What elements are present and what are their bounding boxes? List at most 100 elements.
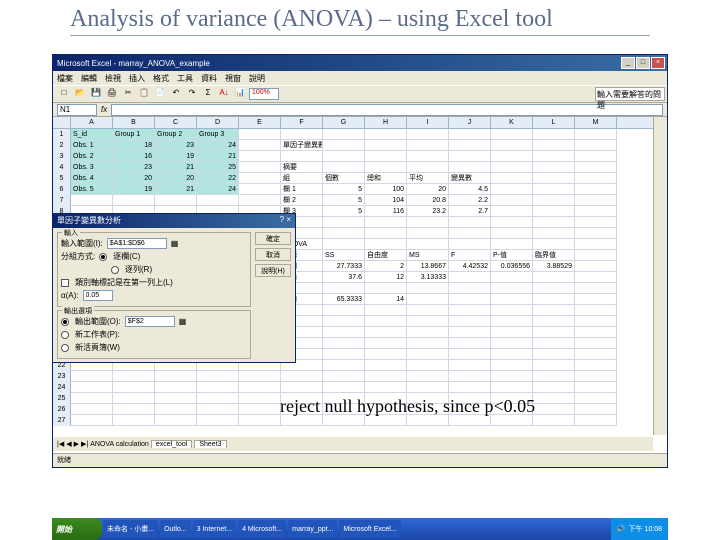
cell[interactable] <box>239 184 281 195</box>
col-header[interactable]: J <box>449 117 491 128</box>
cell[interactable] <box>407 294 449 305</box>
cell[interactable] <box>533 349 575 360</box>
cell[interactable] <box>407 305 449 316</box>
cell[interactable] <box>533 162 575 173</box>
cell[interactable]: SS <box>323 250 365 261</box>
cell[interactable] <box>575 173 617 184</box>
cell[interactable] <box>533 294 575 305</box>
cell[interactable] <box>449 217 491 228</box>
cell[interactable]: 5 <box>323 195 365 206</box>
cell[interactable] <box>491 239 533 250</box>
name-box[interactable]: N1 <box>57 104 97 116</box>
cell[interactable]: 24 <box>197 140 239 151</box>
cell[interactable] <box>113 382 155 393</box>
cell[interactable] <box>407 162 449 173</box>
cell[interactable]: 20 <box>155 173 197 184</box>
cell[interactable] <box>533 305 575 316</box>
cell[interactable] <box>575 250 617 261</box>
cell[interactable]: 5 <box>323 184 365 195</box>
cell[interactable]: 摘要 <box>281 162 323 173</box>
cell[interactable] <box>575 360 617 371</box>
cell[interactable] <box>365 129 407 140</box>
cell[interactable]: 19 <box>113 184 155 195</box>
cell[interactable] <box>575 195 617 206</box>
cell[interactable] <box>533 338 575 349</box>
cell[interactable]: Group 1 <box>113 129 155 140</box>
cell[interactable] <box>491 360 533 371</box>
cell[interactable] <box>323 239 365 250</box>
col-header[interactable]: I <box>407 117 449 128</box>
row-header[interactable]: 4 <box>53 162 71 173</box>
help-search-box[interactable]: 輸入需要解答的問題 <box>595 87 665 101</box>
cell[interactable] <box>449 151 491 162</box>
cell[interactable] <box>323 382 365 393</box>
cell[interactable] <box>533 129 575 140</box>
cell[interactable] <box>155 371 197 382</box>
out-sheet-radio[interactable] <box>61 331 69 339</box>
cell[interactable] <box>323 327 365 338</box>
cell[interactable] <box>533 283 575 294</box>
system-tray[interactable]: 🔊 下午 10:08 <box>611 518 668 540</box>
cell[interactable]: 12 <box>365 272 407 283</box>
cell[interactable]: 3.88529 <box>533 261 575 272</box>
cell[interactable] <box>239 415 281 426</box>
cell[interactable] <box>323 228 365 239</box>
cell[interactable] <box>575 162 617 173</box>
cell[interactable] <box>449 338 491 349</box>
sum-icon[interactable]: Σ <box>201 87 215 101</box>
cell[interactable] <box>407 327 449 338</box>
chart-icon[interactable]: 📊 <box>233 87 247 101</box>
cell[interactable] <box>71 371 113 382</box>
cell[interactable]: 5 <box>323 206 365 217</box>
cell[interactable]: 18 <box>113 140 155 151</box>
cell[interactable] <box>491 382 533 393</box>
cell[interactable]: 23 <box>155 140 197 151</box>
cell[interactable] <box>239 393 281 404</box>
cell[interactable]: 組 <box>281 173 323 184</box>
cell[interactable]: Obs. 4 <box>71 173 113 184</box>
col-header[interactable]: C <box>155 117 197 128</box>
cell[interactable] <box>323 338 365 349</box>
cell[interactable] <box>575 415 617 426</box>
save-icon[interactable]: 💾 <box>89 87 103 101</box>
cell[interactable]: 20 <box>113 173 155 184</box>
cell[interactable]: 個數 <box>323 173 365 184</box>
row-header[interactable]: 26 <box>53 404 71 415</box>
cell[interactable] <box>533 272 575 283</box>
cell[interactable] <box>323 140 365 151</box>
cell[interactable] <box>533 195 575 206</box>
cell[interactable]: 14 <box>365 294 407 305</box>
cell[interactable] <box>365 217 407 228</box>
minimize-button[interactable]: _ <box>621 57 635 69</box>
cell[interactable] <box>407 382 449 393</box>
cell[interactable] <box>533 140 575 151</box>
cell[interactable] <box>575 294 617 305</box>
cell[interactable] <box>575 393 617 404</box>
cell[interactable] <box>491 195 533 206</box>
cell[interactable] <box>407 338 449 349</box>
cell[interactable] <box>365 239 407 250</box>
cut-icon[interactable]: ✂ <box>121 87 135 101</box>
cell[interactable]: 總和 <box>365 173 407 184</box>
out-range-radio[interactable] <box>61 318 69 326</box>
cell[interactable]: 20.8 <box>407 195 449 206</box>
cell[interactable] <box>575 228 617 239</box>
sort-icon[interactable]: A↓ <box>217 87 231 101</box>
cell[interactable] <box>197 195 239 206</box>
cell[interactable] <box>323 349 365 360</box>
menu-item[interactable]: 視窗 <box>225 73 241 84</box>
dialog-close-icon[interactable]: ? × <box>280 215 291 227</box>
cell[interactable]: 65.3333 <box>323 294 365 305</box>
cell[interactable] <box>449 162 491 173</box>
cell[interactable] <box>155 195 197 206</box>
cell[interactable] <box>491 184 533 195</box>
cancel-button[interactable]: 取消 <box>255 248 291 261</box>
cell[interactable] <box>533 327 575 338</box>
cell[interactable] <box>449 316 491 327</box>
cell[interactable] <box>533 151 575 162</box>
col-header[interactable]: L <box>533 117 575 128</box>
cell[interactable] <box>449 228 491 239</box>
out-book-radio[interactable] <box>61 344 69 352</box>
vertical-scrollbar[interactable] <box>653 117 667 435</box>
maximize-button[interactable]: □ <box>636 57 650 69</box>
